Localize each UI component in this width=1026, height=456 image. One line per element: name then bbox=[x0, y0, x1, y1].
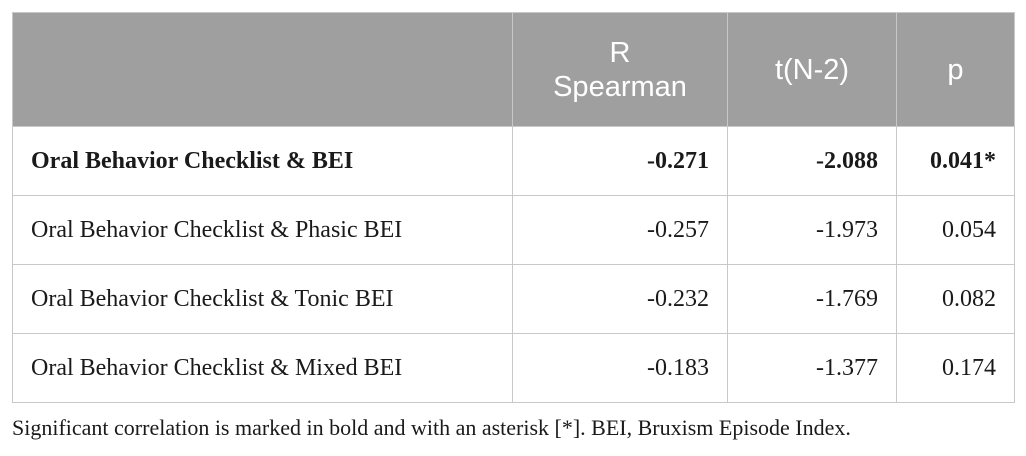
value-cell: -1.769 bbox=[727, 264, 897, 334]
table-row: Oral Behavior Checklist & Tonic BEI -0.23… bbox=[12, 264, 1015, 334]
results-table: R Spearman t(N-2) p Oral Behavior Checkl… bbox=[12, 12, 1015, 403]
table-header: R Spearman t(N-2) p bbox=[12, 12, 1015, 127]
header-cell bbox=[12, 12, 513, 127]
row-label: Oral Behavior Checklist & Tonic BEI bbox=[12, 264, 513, 334]
value-cell: -0.271 bbox=[512, 126, 728, 196]
header-cell: p bbox=[896, 12, 1015, 127]
row-label: Oral Behavior Checklist & BEI bbox=[12, 126, 513, 196]
header-cell: R Spearman bbox=[512, 12, 728, 127]
value-cell: 0.041* bbox=[896, 126, 1015, 196]
table-row: Oral Behavior Checklist & Phasic BEI -0.2… bbox=[12, 195, 1015, 265]
value-cell: 0.082 bbox=[896, 264, 1015, 334]
value-cell: -1.973 bbox=[727, 195, 897, 265]
value-cell: 0.174 bbox=[896, 333, 1015, 403]
row-label: Oral Behavior Checklist & Phasic BEI bbox=[12, 195, 513, 265]
header-cell: t(N-2) bbox=[727, 12, 897, 127]
value-cell: -1.377 bbox=[727, 333, 897, 403]
table-row: Oral Behavior Checklist & Mixed BEI -0.18… bbox=[12, 333, 1015, 403]
row-label: Oral Behavior Checklist & Mixed BEI bbox=[12, 333, 513, 403]
value-cell: 0.054 bbox=[896, 195, 1015, 265]
value-cell: -0.257 bbox=[512, 195, 728, 265]
value-cell: -2.088 bbox=[727, 126, 897, 196]
table-body: Oral Behavior Checklist & BEI -0.271 -2.08… bbox=[12, 126, 1015, 403]
value-cell: -0.232 bbox=[512, 264, 728, 334]
table-row: Oral Behavior Checklist & BEI -0.271 -2.08… bbox=[12, 126, 1015, 196]
value-cell: -0.183 bbox=[512, 333, 728, 403]
footnote: Significant correlation is marked in bol… bbox=[12, 415, 851, 440]
header-row: R Spearman t(N-2) p bbox=[12, 12, 1015, 127]
